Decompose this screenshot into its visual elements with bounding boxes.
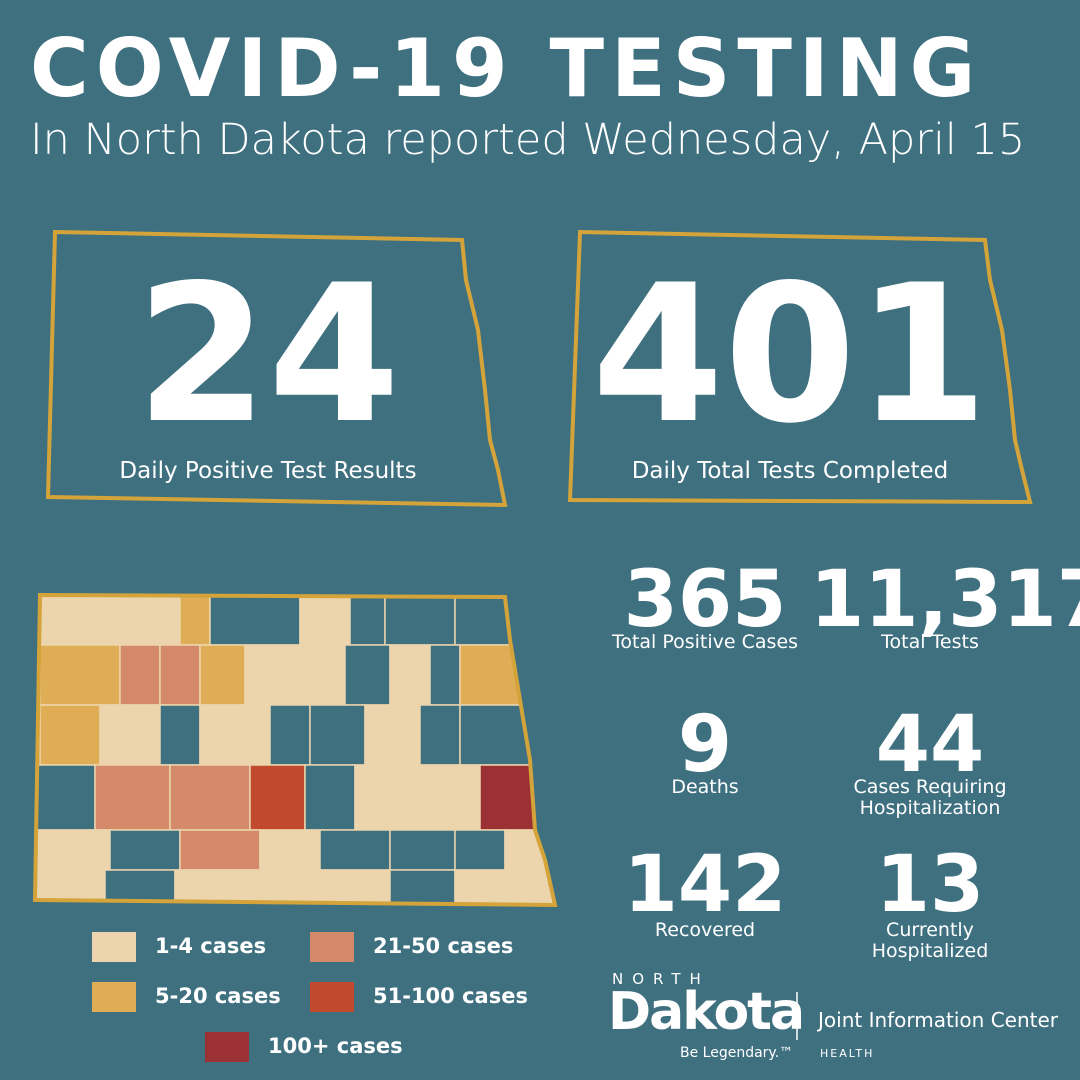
county bbox=[169, 764, 251, 831]
county bbox=[39, 644, 121, 706]
county bbox=[309, 704, 366, 766]
county bbox=[179, 595, 211, 646]
highlight-value: 24 bbox=[135, 244, 401, 465]
subtitle: In North Dakota reported Wednesday, Apri… bbox=[30, 115, 1026, 165]
county bbox=[159, 644, 201, 706]
stat-label: Total Tests bbox=[881, 631, 979, 653]
county bbox=[159, 704, 201, 766]
map-outline bbox=[32, 592, 558, 908]
county bbox=[35, 764, 96, 831]
county-map bbox=[35, 595, 555, 905]
county bbox=[119, 595, 181, 646]
county bbox=[299, 595, 351, 646]
county bbox=[244, 644, 296, 706]
county bbox=[109, 829, 181, 871]
legend-label: 21-50 cases bbox=[373, 934, 514, 958]
county bbox=[454, 829, 506, 871]
county bbox=[264, 869, 326, 905]
state-outline bbox=[45, 229, 508, 508]
legend-swatch bbox=[310, 932, 354, 962]
legend-label: 51-100 cases bbox=[373, 984, 528, 1008]
county bbox=[104, 869, 176, 905]
stat-value: 13 bbox=[875, 840, 985, 930]
legend-swatch bbox=[92, 932, 136, 962]
county bbox=[179, 829, 261, 871]
county bbox=[119, 644, 161, 706]
stat-label: Cases Requiring Hospitalization bbox=[853, 776, 1007, 819]
stat-value: 44 bbox=[875, 700, 985, 790]
county bbox=[294, 644, 346, 706]
logo-top: NORTH bbox=[612, 970, 710, 988]
legend-swatch bbox=[205, 1032, 249, 1062]
logo-tagline: Be Legendary.™ bbox=[680, 1045, 794, 1061]
county bbox=[35, 869, 106, 905]
county bbox=[259, 829, 321, 871]
stat-label: Recovered bbox=[654, 919, 756, 941]
county bbox=[249, 764, 306, 831]
title: COVID-19 TESTING bbox=[30, 22, 983, 115]
county bbox=[364, 704, 421, 766]
legend-swatch bbox=[310, 982, 354, 1012]
county bbox=[344, 644, 391, 706]
logo-name: Dakota bbox=[608, 982, 805, 1042]
stat-label: Currently Hospitalized bbox=[871, 919, 989, 962]
county bbox=[454, 869, 506, 905]
county bbox=[39, 704, 101, 766]
legend-label: 5-20 cases bbox=[155, 984, 281, 1008]
highlight-label: Daily Positive Test Results bbox=[119, 458, 417, 484]
county bbox=[424, 764, 481, 831]
highlight-value: 401 bbox=[591, 244, 989, 465]
state-outline bbox=[567, 229, 1033, 505]
county bbox=[429, 644, 461, 706]
logo-dept: HEALTH bbox=[820, 1047, 875, 1060]
county bbox=[199, 704, 271, 766]
logo-org: Joint Information Center bbox=[818, 1008, 1059, 1032]
county bbox=[459, 704, 531, 766]
county bbox=[304, 764, 356, 831]
stat-value: 365 bbox=[623, 555, 787, 645]
county bbox=[419, 704, 461, 766]
county bbox=[39, 595, 121, 646]
stat-value: 9 bbox=[677, 700, 733, 790]
county bbox=[94, 764, 171, 831]
legend-label: 100+ cases bbox=[268, 1034, 403, 1058]
county bbox=[349, 595, 386, 646]
county bbox=[354, 764, 426, 831]
county bbox=[99, 704, 161, 766]
legend-swatch bbox=[92, 982, 136, 1012]
county bbox=[209, 595, 301, 646]
county bbox=[269, 704, 311, 766]
stat-value: 11,317 bbox=[810, 555, 1080, 645]
county bbox=[324, 869, 391, 905]
county bbox=[384, 595, 456, 646]
county bbox=[459, 644, 521, 706]
county bbox=[199, 644, 246, 706]
county bbox=[319, 829, 391, 871]
county bbox=[389, 869, 456, 905]
stat-label: Deaths bbox=[671, 776, 739, 798]
county bbox=[389, 644, 431, 706]
legend-label: 1-4 cases bbox=[155, 934, 267, 958]
stat-value: 142 bbox=[623, 840, 787, 930]
highlight-label: Daily Total Tests Completed bbox=[631, 458, 949, 484]
county bbox=[35, 829, 111, 871]
county bbox=[389, 829, 456, 871]
stat-label: Total Positive Cases bbox=[611, 631, 799, 653]
